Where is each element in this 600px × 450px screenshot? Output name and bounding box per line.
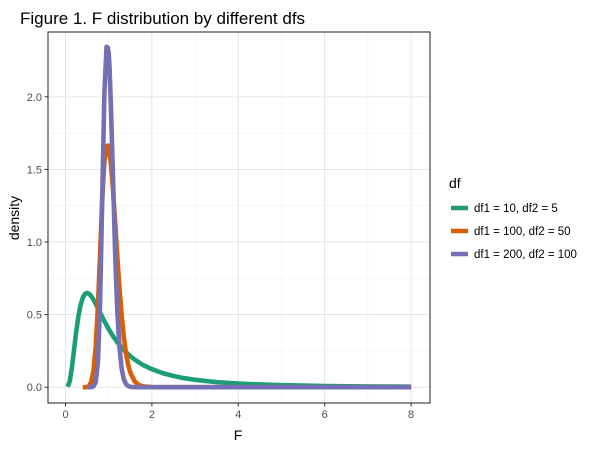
y-tick-label: 1.0	[27, 237, 42, 249]
legend-item: df1 = 10, df2 = 5	[451, 203, 558, 215]
y-tick-label: 0.0	[27, 382, 42, 394]
y-tick-label: 0.5	[27, 310, 42, 322]
legend-label: df1 = 100, df2 = 50	[474, 226, 571, 238]
x-tick-label: 2	[149, 409, 155, 421]
y-tick-label: 2.0	[27, 92, 42, 104]
y-axis-title: density	[6, 196, 22, 240]
legend-label: df1 = 10, df2 = 5	[474, 203, 558, 215]
x-tick-label: 0	[62, 409, 68, 421]
x-axis-title: F	[234, 427, 243, 443]
legend: df df1 = 10, df2 = 5 df1 = 100, df2 = 50 d…	[449, 175, 577, 261]
legend-item: df1 = 100, df2 = 50	[451, 226, 571, 238]
series-line-3	[86, 44, 412, 390]
plot-area: 0 2 4 6 8 0.0 0.5 1.0 1.5 2.0	[27, 31, 431, 421]
panel-border	[47, 31, 431, 404]
legend-title: df	[449, 175, 461, 191]
y-tick-label: 1.5	[27, 164, 42, 176]
x-tick-label: 8	[408, 409, 414, 421]
legend-label: df1 = 200, df2 = 100	[474, 249, 577, 261]
axis-ticks: 0 2 4 6 8 0.0 0.5 1.0 1.5 2.0	[27, 92, 414, 421]
x-tick-label: 6	[322, 409, 328, 421]
series-line-1	[65, 290, 412, 389]
chart-title: Figure 1. F distribution by different df…	[20, 9, 305, 28]
series-lines	[65, 44, 412, 390]
legend-item: df1 = 200, df2 = 100	[451, 249, 577, 261]
x-tick-label: 4	[235, 409, 241, 421]
